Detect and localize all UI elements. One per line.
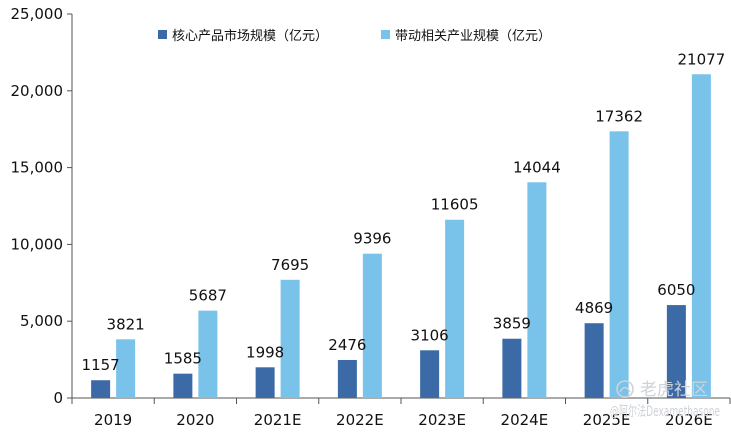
y-tick-label: 25,000 bbox=[11, 5, 64, 23]
y-tick-label: 5,000 bbox=[20, 312, 63, 330]
data-label-related-industry: 21077 bbox=[678, 50, 726, 68]
data-label-related-industry: 7695 bbox=[271, 256, 309, 274]
legend-label-related: 带动相关产业规模（亿元） bbox=[395, 29, 551, 44]
watermark: 老虎社区 @阿尔法Dexamethasone bbox=[610, 380, 720, 420]
legend-label-core: 核心产品市场规模（亿元） bbox=[172, 28, 328, 44]
bar-core-market bbox=[502, 338, 522, 398]
y-tick-label: 10,000 bbox=[11, 235, 64, 253]
data-label-core-market: 3859 bbox=[493, 315, 531, 333]
data-label-core-market: 4869 bbox=[575, 299, 613, 317]
tiger-logo-icon bbox=[616, 380, 634, 398]
x-tick-label: 2019 bbox=[94, 411, 132, 429]
x-tick-label: 2025E bbox=[583, 411, 631, 429]
legend-swatch-related bbox=[381, 30, 390, 39]
bar-related-industry bbox=[445, 219, 465, 398]
data-label-core-market: 1157 bbox=[82, 356, 120, 374]
data-label-related-industry: 5687 bbox=[189, 287, 227, 305]
watermark-title: 老虎社区 bbox=[640, 380, 708, 400]
x-tick-label: 2024E bbox=[501, 411, 549, 429]
bar-core-market bbox=[91, 380, 111, 398]
bar-core-market bbox=[666, 305, 686, 398]
bars bbox=[91, 74, 711, 399]
data-label-core-market: 3106 bbox=[411, 326, 449, 344]
bar-core-market bbox=[255, 367, 275, 398]
data-label-related-industry: 11605 bbox=[431, 196, 479, 214]
bar-core-market bbox=[337, 359, 357, 398]
x-tick-label: 2020 bbox=[176, 411, 214, 429]
data-label-core-market: 1585 bbox=[164, 350, 202, 368]
x-tick-label: 2022E bbox=[336, 411, 384, 429]
x-tick-label: 2021E bbox=[254, 411, 302, 429]
bar-related-industry bbox=[362, 253, 382, 398]
data-label-related-industry: 14044 bbox=[513, 158, 561, 176]
legend: 核心产品市场规模（亿元） 带动相关产业规模（亿元） bbox=[158, 28, 551, 44]
bar-related-industry bbox=[527, 182, 547, 398]
bar-core-market bbox=[173, 373, 193, 398]
data-label-core-market: 2476 bbox=[328, 336, 366, 354]
bar-related-industry bbox=[116, 339, 136, 398]
bar-core-market bbox=[584, 323, 604, 398]
y-tick-label: 0 bbox=[53, 389, 63, 407]
legend-swatch-core bbox=[158, 30, 167, 39]
bar-related-industry bbox=[280, 279, 300, 398]
data-label-related-industry: 3821 bbox=[107, 315, 145, 333]
data-label-core-market: 1998 bbox=[246, 343, 284, 361]
x-tick-label: 2026E bbox=[665, 411, 713, 429]
y-tick-label: 20,000 bbox=[11, 82, 64, 100]
bar-related-industry bbox=[198, 310, 218, 398]
watermark-handle: @阿尔法Dexamethasone bbox=[610, 404, 720, 420]
data-label-related-industry: 17362 bbox=[595, 107, 643, 125]
data-labels: 1157 3821 1585 5687 1998 7695 2476 9396 3106 1160… bbox=[82, 50, 726, 374]
bar-related-industry bbox=[609, 131, 629, 398]
bar-core-market bbox=[420, 350, 440, 398]
data-label-related-industry: 9396 bbox=[353, 230, 391, 248]
y-tick-label: 15,000 bbox=[11, 159, 64, 177]
x-tick-label: 2023E bbox=[418, 411, 466, 429]
bar-related-industry bbox=[691, 74, 711, 399]
data-label-core-market: 6050 bbox=[657, 281, 695, 299]
axes: 0 5,000 10,000 15,000 20,000 25,000 2019 2020 20… bbox=[11, 5, 731, 429]
